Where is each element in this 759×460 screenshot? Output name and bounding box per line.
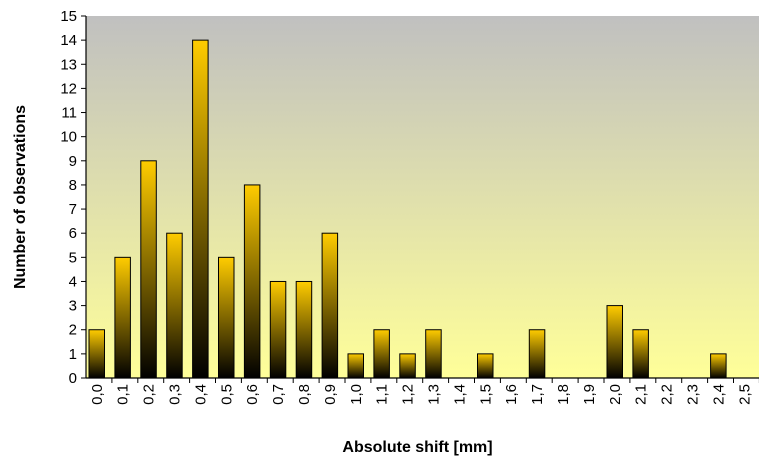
x-tick-label: 1,6: [503, 384, 520, 405]
x-tick-label: 1,3: [425, 384, 442, 405]
bar-2-1: [632, 329, 649, 379]
x-tick-label: 2,1: [633, 384, 650, 405]
x-tick-label: 0,6: [244, 384, 261, 405]
bar-1-7: [528, 329, 546, 379]
y-tick-label: 2: [69, 322, 77, 339]
x-tick-label: 1,0: [348, 384, 365, 405]
bar-2-0: [606, 305, 623, 379]
x-tick-label: 0,7: [270, 384, 287, 405]
x-tick-label: 0,8: [296, 384, 313, 405]
y-tick-label: 1: [69, 346, 77, 363]
bar-0-2: [140, 160, 157, 379]
x-tick-label: 1,4: [451, 384, 468, 405]
bar-1-5: [477, 353, 494, 379]
x-tick-label: 2,5: [736, 384, 753, 405]
x-tick-label: 2,2: [659, 384, 676, 405]
x-tick-label: 0,9: [322, 384, 339, 405]
x-tick-label: 1,5: [477, 384, 494, 405]
y-tick-label: 10: [60, 129, 77, 146]
bar-1-2: [399, 353, 416, 379]
bar-1-1: [373, 329, 390, 379]
x-tick-label: 0,0: [89, 384, 106, 405]
y-tick-label: 14: [60, 32, 77, 49]
bar-1-0: [347, 353, 364, 379]
y-tick-label: 12: [60, 80, 77, 97]
x-tick-label: 0,1: [115, 384, 132, 405]
x-tick-label: 2,4: [710, 384, 727, 405]
y-tick-label: 5: [69, 249, 77, 266]
bar-0-8: [295, 280, 313, 379]
y-tick-label: 4: [69, 273, 77, 290]
bar-0-7: [269, 280, 287, 379]
x-tick-label: 1,9: [581, 384, 598, 405]
y-tick-label: 0: [69, 370, 77, 387]
x-tick-label: 0,5: [218, 384, 235, 405]
bar-0-1: [114, 256, 131, 379]
x-tick-label: 1,1: [374, 384, 391, 405]
y-axis-title: Number of observations: [12, 105, 29, 289]
bar-0-9: [321, 232, 339, 379]
x-tick-label: 0,2: [141, 384, 158, 405]
bar-1-3: [425, 329, 442, 379]
bar-0-4: [192, 39, 209, 379]
x-tick-label: 2,0: [607, 384, 624, 405]
x-tick-label: 0,3: [166, 384, 183, 405]
bar-0-5: [218, 256, 235, 379]
y-tick-label: 8: [69, 177, 77, 194]
y-tick-label: 13: [60, 56, 77, 73]
x-tick-label: 2,3: [684, 384, 701, 405]
y-tick-label: 9: [69, 153, 77, 170]
bar-2-4: [710, 353, 727, 379]
bar-0-3: [166, 232, 183, 379]
bar-0-6: [243, 184, 261, 379]
y-tick-label: 6: [69, 225, 77, 242]
x-tick-label: 0,4: [192, 384, 209, 405]
y-tick-label: 3: [69, 298, 77, 315]
y-tick-label: 15: [60, 8, 77, 25]
y-tick-label: 11: [61, 105, 77, 122]
y-tick-label: 7: [69, 201, 77, 218]
x-tick-label: 1,7: [529, 384, 546, 405]
x-tick-label: 1,2: [400, 384, 417, 405]
x-tick-label: 1,8: [555, 384, 572, 405]
plot-area: [86, 16, 759, 378]
bar-0-0: [88, 329, 105, 379]
x-axis-title: Absolute shift [mm]: [342, 439, 492, 456]
x-axis: 0,0 0,1 0,2 0,3 0,4 0,5 0,6 0,7 0,8 0,9 1,0 1,1 1,2 1…: [86, 377, 759, 405]
